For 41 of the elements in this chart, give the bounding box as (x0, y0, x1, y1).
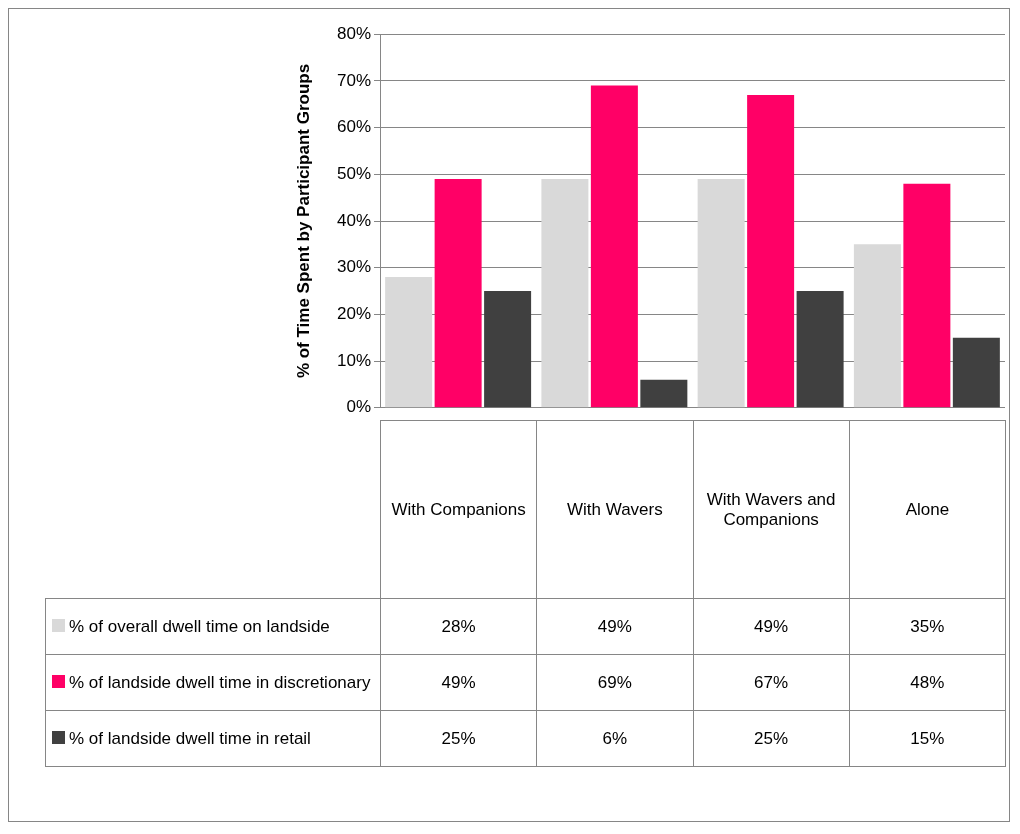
bar (903, 183, 951, 408)
data-label: 25% (380, 710, 537, 767)
y-tick-label: 20% (336, 304, 371, 324)
bar (853, 244, 901, 408)
bar (697, 178, 745, 408)
bar (952, 337, 1000, 408)
data-label: 67% (693, 654, 850, 711)
x-tick-label: With Companions (380, 420, 537, 599)
data-label: 48% (849, 654, 1006, 711)
bar (590, 85, 638, 408)
bar (434, 178, 482, 408)
legend-label: % of landside dwell time in retail (69, 728, 311, 748)
y-tick-label: 80% (336, 23, 371, 43)
bar (640, 379, 688, 408)
data-label: 15% (849, 710, 1006, 767)
data-label: 35% (849, 598, 1006, 655)
data-label: 6% (536, 710, 693, 767)
y-tick-label: 40% (336, 210, 371, 230)
y-tick-label: 60% (336, 117, 371, 137)
y-tick-label: 0% (346, 397, 371, 417)
data-label: 25% (693, 710, 850, 767)
y-tick-label: 50% (336, 163, 371, 183)
legend-label: % of overall dwell time on landside (69, 616, 330, 636)
bar (541, 178, 589, 408)
data-label: 69% (536, 654, 693, 711)
x-tick-label: Alone (849, 420, 1006, 599)
x-tick-label: With Wavers (536, 420, 693, 599)
y-axis-title: % of Time Spent by Participant Groups (293, 63, 313, 379)
legend-label: % of landside dwell time in discretionary (69, 672, 371, 692)
data-label: 28% (380, 598, 537, 655)
data-label: 49% (536, 598, 693, 655)
y-tick-label: 30% (336, 257, 371, 277)
data-label: 49% (380, 654, 537, 711)
data-label: 49% (693, 598, 850, 655)
bar (796, 291, 844, 408)
x-tick-label: With Wavers and Companions (693, 420, 850, 599)
bar (747, 94, 795, 408)
bar (385, 277, 433, 408)
y-tick-label: 10% (336, 350, 371, 370)
y-tick-label: 70% (336, 70, 371, 90)
bar (484, 291, 532, 408)
